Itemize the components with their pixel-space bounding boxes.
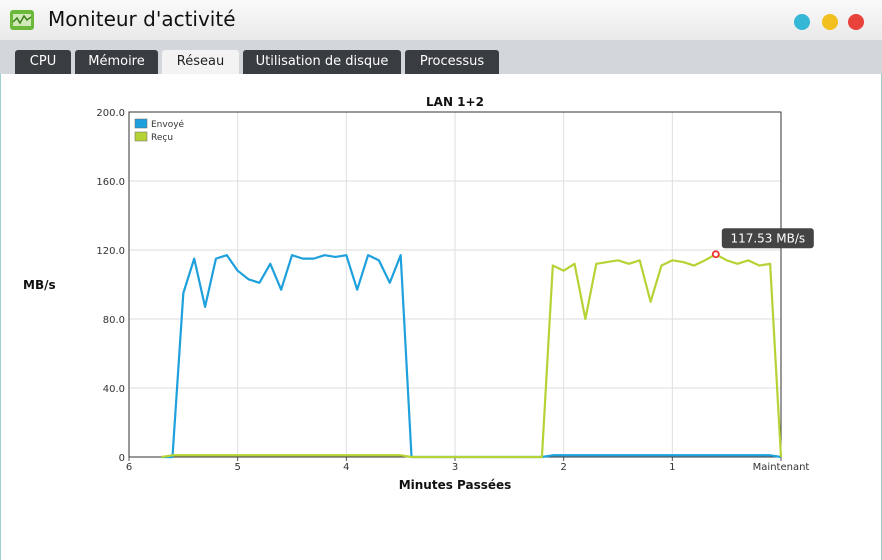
x-tick-label: 5: [234, 462, 240, 473]
y-tick-label: 80.0: [103, 315, 125, 326]
data-line: [161, 253, 783, 459]
legend-label: Envoyé: [151, 119, 185, 130]
chart: LAN 1+2 0 40.0 80.0 120.0 160.0 200.0 6 5 4 3 2 1 Mai…: [23, 95, 814, 492]
tab[interactable]: Mémoire: [75, 50, 158, 74]
y-tick-label: 200.0: [96, 108, 125, 119]
window-controls: [794, 14, 864, 30]
tab[interactable]: CPU: [15, 50, 71, 74]
tooltip-label: 117.53 MB/s: [730, 231, 805, 245]
y-tick-label: 40.0: [103, 384, 125, 395]
title-bar: Moniteur d'activité: [0, 0, 882, 40]
y-tick-label: 120.0: [96, 246, 125, 257]
tooltip-box: [721, 228, 814, 249]
x-tick-label: 1: [669, 462, 675, 473]
minimize-button[interactable]: [822, 14, 838, 30]
chart-title: LAN 1+2: [426, 95, 484, 109]
tab[interactable]: Utilisation de disque: [243, 50, 401, 74]
content: LAN 1+2 0 40.0 80.0 120.0 160.0 200.0 6 5 4 3 2 1 Mai…: [0, 74, 882, 560]
legend-swatch: [134, 118, 148, 129]
y-tick-label: 160.0: [96, 177, 125, 188]
x-tick-label: 4: [343, 462, 349, 473]
tab[interactable]: Réseau: [162, 50, 239, 74]
x-axis-label: Minutes Passées: [399, 478, 512, 492]
y-tick-label: 0: [119, 453, 125, 464]
help-button[interactable]: [794, 14, 810, 30]
y-axis-label: MB/s: [23, 278, 56, 292]
close-button[interactable]: [848, 14, 864, 30]
tab-bar: CPU Mémoire Réseau Utilisation de disque Pro…: [0, 40, 882, 74]
x-tick-label: Maintenant: [753, 462, 810, 473]
x-tick-label: 3: [452, 462, 458, 473]
legend-label: Reçu: [151, 133, 173, 143]
tab[interactable]: Processus: [405, 50, 499, 74]
legend-swatch: [134, 131, 148, 142]
data-line: [161, 254, 782, 459]
x-tick-label: 2: [560, 462, 566, 473]
window-title: Moniteur d'activité: [48, 7, 236, 31]
highlight-point: [711, 250, 720, 259]
x-tick-label: 6: [126, 462, 132, 473]
app-icon: [10, 10, 34, 30]
